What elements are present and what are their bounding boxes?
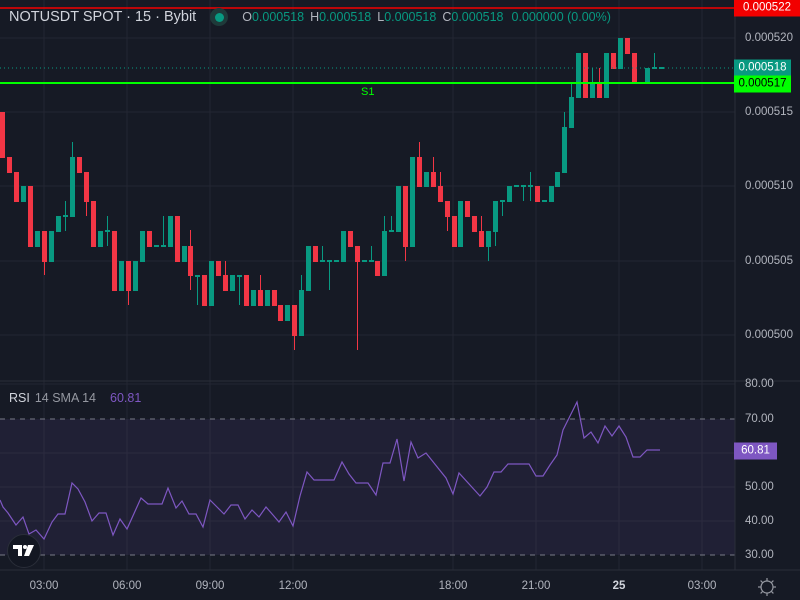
support-s1-label: S1 [361, 86, 375, 98]
time-tick-2100: 21:00 [521, 580, 551, 592]
market-status-icon[interactable] [210, 8, 229, 26]
price-tick-0500: 0.000500 [745, 329, 793, 341]
low-label: L [377, 10, 385, 24]
time-tick-0900: 09:00 [195, 580, 225, 592]
rsi-tick-40: 40.00 [745, 515, 774, 527]
time-tick-day-25: 25 [612, 580, 626, 592]
time-tick-0300-next: 03:00 [687, 580, 717, 592]
rsi-params: 14 SMA 14 [34, 391, 96, 405]
close-value: 0.000518 [451, 10, 504, 24]
candlestick-series[interactable] [0, 38, 664, 350]
last-price-tag: 0.000518 [734, 59, 791, 77]
rsi-name[interactable]: RSI [9, 391, 30, 405]
open-label: O [242, 10, 252, 24]
rsi-tick-50: 50.00 [745, 481, 774, 493]
rsi-tick-80: 80.00 [745, 378, 774, 390]
settings-gear-icon[interactable] [758, 578, 776, 596]
rsi-line[interactable] [0, 400, 660, 541]
support-price-tag[interactable]: 0.000517 [734, 75, 791, 93]
tradingview-logo-icon[interactable] [7, 534, 41, 568]
change-value: 0.000000 (0.00%) [511, 10, 611, 24]
grid-lines [0, 0, 735, 570]
status-dot [214, 12, 224, 22]
rsi-value: 60.81 [110, 391, 142, 405]
time-tick-0600: 06:00 [112, 580, 142, 592]
alert-price-tag[interactable]: 0.000522 [734, 0, 800, 17]
rsi-band [0, 419, 735, 555]
low-value: 0.000518 [384, 10, 437, 24]
time-tick-1800: 18:00 [438, 580, 468, 592]
rsi-tick-30: 30.00 [745, 549, 774, 561]
high-value: 0.000518 [319, 10, 372, 24]
rsi-tick-70: 70.00 [745, 413, 774, 425]
time-tick-0300: 03:00 [29, 580, 59, 592]
price-tick-0520: 0.000520 [745, 32, 793, 44]
ohlc-values: O0.000518 H0.000518 L0.000518 C0.000518 … [242, 10, 611, 24]
price-tick-0515: 0.000515 [745, 106, 793, 118]
close-label: C [442, 10, 452, 24]
time-tick-1200: 12:00 [278, 580, 308, 592]
rsi-legend[interactable]: RSI 14 SMA 14 60.81 [9, 391, 141, 405]
symbol-title[interactable]: NOTUSDT SPOT · 15 · Bybit [9, 9, 197, 25]
rsi-value-tag: 60.81 [734, 442, 777, 460]
open-value: 0.000518 [251, 10, 305, 24]
price-tick-0505: 0.000505 [745, 255, 793, 267]
price-tick-0510: 0.000510 [745, 180, 793, 192]
symbol-legend[interactable]: NOTUSDT SPOT · 15 · Bybit O0.000518 H0.0… [9, 8, 611, 26]
high-label: H [310, 10, 320, 24]
